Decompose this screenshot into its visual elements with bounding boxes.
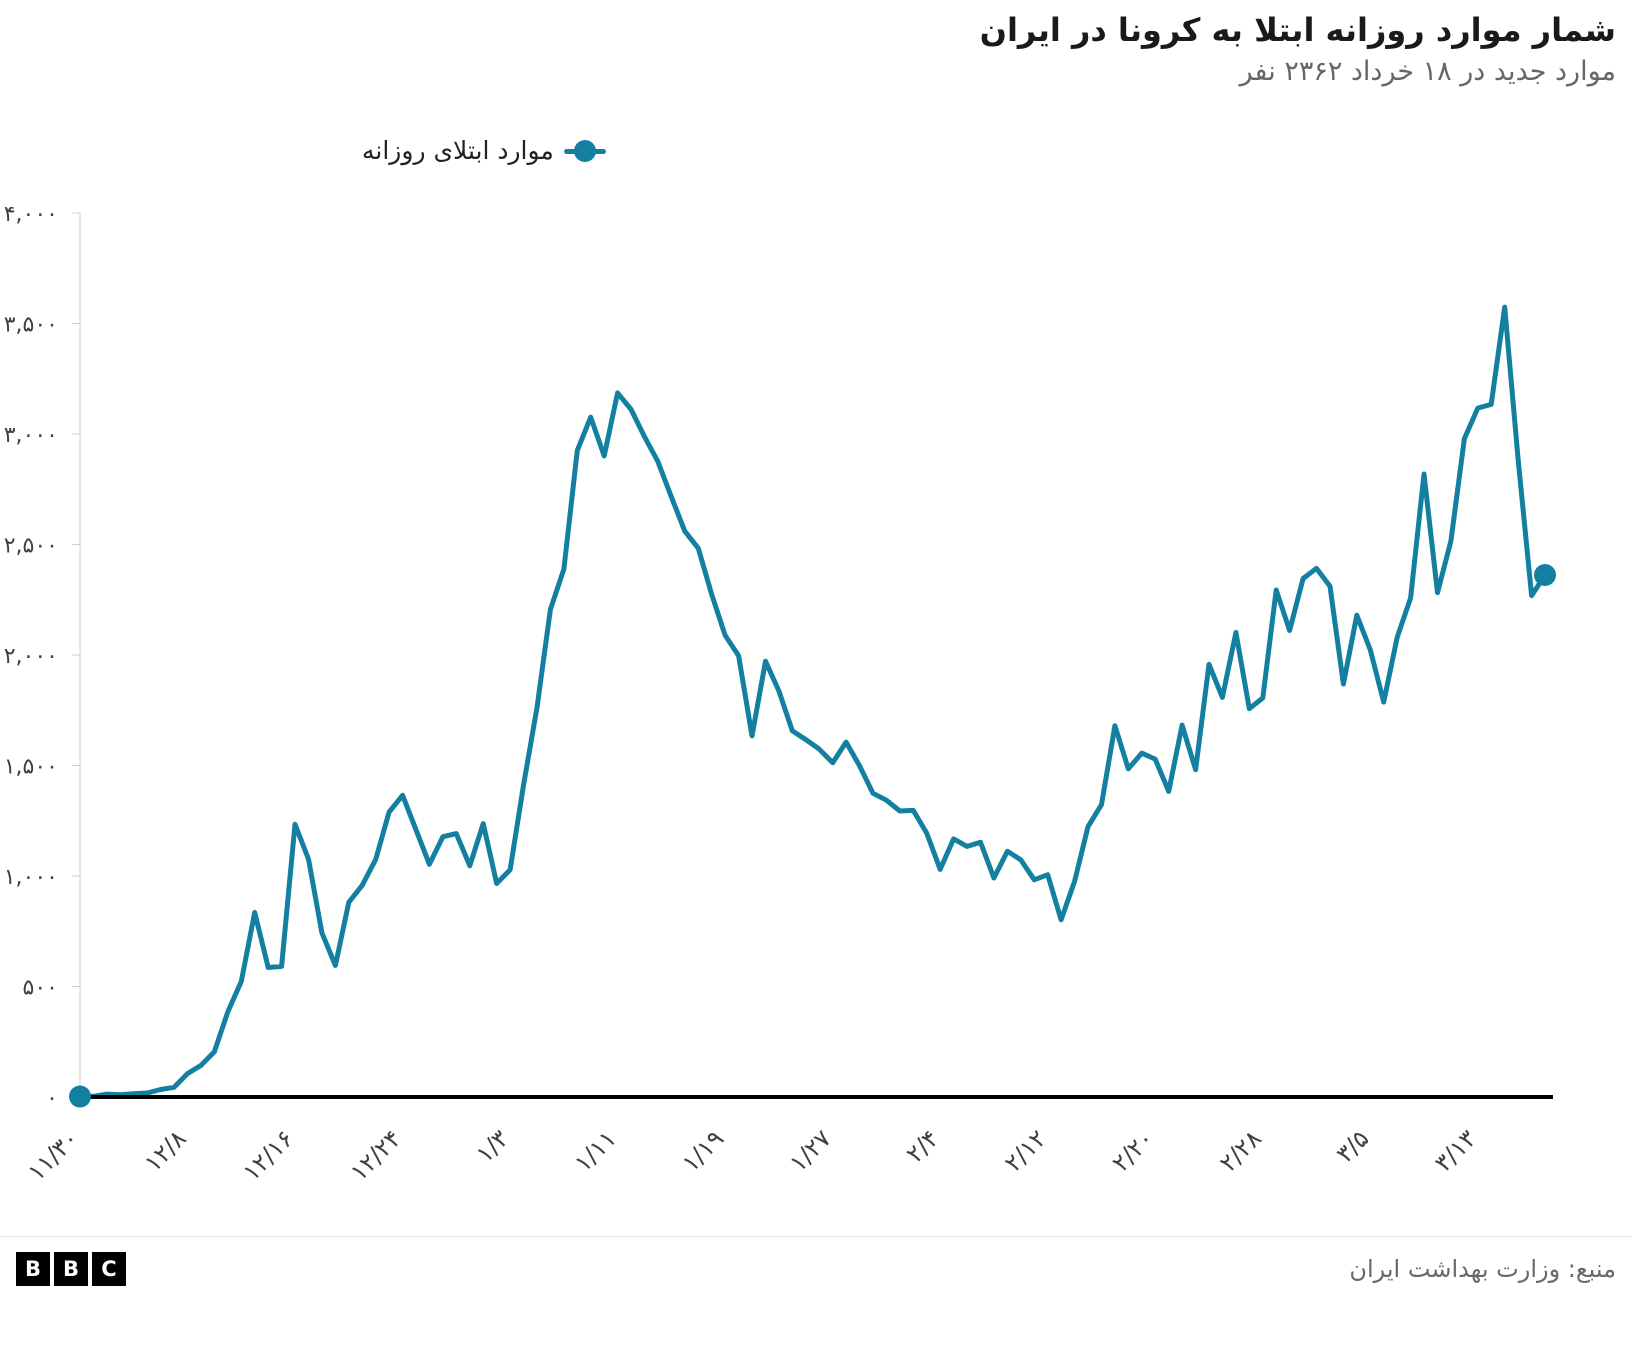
legend-line-dot-icon	[563, 138, 606, 164]
bbc-logo-letter: B	[16, 1252, 50, 1286]
legend: موارد ابتلای روزانه	[362, 136, 606, 165]
chart-title: شمار موارد روزانه ابتلا به کرونا در ایرا…	[979, 11, 1616, 49]
bbc-logo: B B C	[16, 1252, 126, 1286]
x-tick-label: ۱۲/۱۶	[237, 1124, 299, 1186]
x-tick-label: ۱۲/۸	[139, 1124, 192, 1177]
y-tick-label: ۵۰۰	[23, 976, 58, 1001]
legend-label: موارد ابتلای روزانه	[362, 136, 554, 165]
bbc-logo-letter: B	[54, 1252, 88, 1286]
x-tick-label: ۱۲/۲۴	[345, 1124, 407, 1186]
series-end-marker	[1534, 563, 1556, 586]
x-tick-label: ۳/۵	[1331, 1124, 1375, 1168]
y-tick-label: ۴,۰۰۰	[4, 202, 58, 227]
x-tick-label: ۱۱/۳۰	[22, 1124, 84, 1186]
x-tick-label: ۲/۲۰	[1107, 1124, 1160, 1177]
y-tick-label: ۳,۵۰۰	[4, 313, 58, 338]
x-tick-label: ۱/۱۱	[569, 1124, 622, 1177]
bbc-logo-letter: C	[92, 1252, 126, 1286]
x-tick-label: ۲/۱۲	[999, 1124, 1052, 1177]
footer-divider	[0, 1236, 1632, 1237]
y-tick-label: ۱,۵۰۰	[4, 755, 58, 780]
y-tick-label: ۳,۰۰۰	[4, 423, 58, 448]
y-tick-label: ۲,۵۰۰	[4, 534, 58, 559]
series-start-marker	[69, 1085, 91, 1108]
x-tick-label: ۱/۱۹	[677, 1124, 730, 1177]
x-tick-label: ۳/۱۳	[1429, 1124, 1482, 1177]
y-tick-label: ۰	[46, 1086, 58, 1111]
chart-footer: B B C منبع: وزارت بهداشت ایران	[16, 1252, 1616, 1286]
x-tick-label: ۲/۲۸	[1214, 1124, 1267, 1177]
legend-dot-icon	[573, 139, 596, 162]
source-text: منبع: وزارت بهداشت ایران	[1349, 1255, 1616, 1283]
series-line	[77, 304, 1548, 1100]
line-chart: ۰ ۵۰۰ ۱,۰۰۰ ۱,۵۰۰ ۲,۰۰۰ ۲,۵۰۰ ۳,۰۰۰ ۳,۵۰۰ ۴,۰۰۰ ۱…	[4, 202, 1556, 1186]
chart-subtitle: موارد جدید در ۱۸ خرداد ۲۳۶۲ نفر	[1239, 56, 1616, 87]
x-tick-label: ۱/۳	[471, 1124, 515, 1168]
x-tick-label: ۲/۴	[901, 1124, 945, 1168]
chart-header: شمار موارد روزانه ابتلا به کرونا در ایرا…	[980, 10, 1616, 87]
y-tick-label: ۱,۰۰۰	[4, 865, 58, 890]
x-tick-label: ۱/۲۷	[784, 1124, 837, 1177]
y-tick-label: ۲,۰۰۰	[4, 644, 58, 669]
